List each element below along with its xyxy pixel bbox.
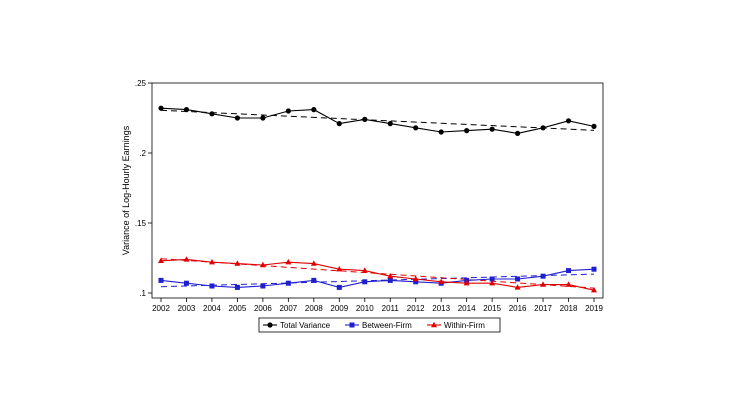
plot-frame [151, 82, 604, 299]
x-tick-label: 2010 [356, 304, 374, 313]
series-line [160, 107, 595, 134]
series-group [158, 105, 597, 136]
series-group [158, 256, 597, 293]
series-line [160, 258, 595, 291]
data-point [413, 279, 419, 285]
data-point [183, 280, 189, 286]
data-point [387, 273, 394, 279]
data-point [362, 116, 368, 122]
legend-label: Total Variance [280, 321, 331, 330]
y-tick-label: .15 [135, 219, 147, 228]
legend-marker [267, 322, 273, 328]
data-point [336, 121, 342, 127]
data-point [489, 280, 496, 286]
trend-lines [160, 109, 595, 289]
data-point [158, 105, 164, 111]
data-point [285, 259, 292, 265]
data-point [591, 287, 597, 293]
x-tick-label: 2011 [382, 304, 400, 313]
data-point [514, 130, 521, 136]
data-point [591, 266, 597, 272]
data-point [540, 273, 546, 279]
x-tick-label: 2019 [585, 304, 603, 313]
legend-label: Within-Firm [444, 321, 485, 330]
x-tick-label: 2014 [458, 304, 476, 313]
x-tick-label: 2009 [330, 304, 348, 313]
axes: .1 .15 .2 .25 2002 2003 2004 2005 2006 2007 2008 20… [121, 79, 603, 313]
y-tick-label: .2 [139, 149, 146, 158]
data-point [311, 277, 317, 283]
data-point [209, 111, 215, 117]
data-point [234, 284, 240, 290]
data-point [311, 107, 317, 113]
trend-line [160, 273, 595, 288]
data-point [234, 115, 241, 121]
data-point [565, 281, 572, 287]
data-point [208, 259, 215, 265]
legend-box [258, 317, 501, 333]
data-point [285, 280, 291, 286]
trend-line [160, 109, 595, 131]
data-point [514, 284, 521, 290]
data-point [209, 283, 215, 289]
data-point [463, 280, 470, 286]
x-tick-label: 2006 [254, 304, 272, 313]
data-point [183, 256, 190, 262]
y-axis-label: Variance of Log-Hourly Earnings [121, 125, 131, 255]
x-tick-label: 2004 [203, 304, 221, 313]
data-point [336, 284, 342, 290]
data-point [438, 129, 444, 135]
data-point [387, 277, 393, 283]
x-tick-label: 2013 [432, 304, 450, 313]
data-point [260, 283, 266, 289]
data-point [591, 123, 597, 129]
x-tick-label: 2005 [229, 304, 247, 313]
data-point [412, 275, 419, 282]
data-point [310, 260, 317, 266]
series-lines [158, 105, 597, 293]
legend-marker [431, 321, 437, 328]
data-point [285, 108, 291, 114]
data-point [259, 261, 266, 268]
data-point [361, 267, 368, 273]
data-point [362, 279, 368, 285]
legend-marker [349, 322, 355, 328]
data-point [565, 118, 572, 124]
data-point [489, 126, 495, 132]
data-point [158, 257, 164, 263]
data-point [464, 128, 470, 134]
data-point [566, 268, 572, 274]
x-tick-label: 2018 [560, 304, 578, 313]
data-point [336, 266, 343, 272]
x-tick-label: 2007 [279, 304, 297, 313]
x-tick-label: 2016 [509, 304, 527, 313]
data-point [489, 276, 495, 282]
x-tick-label: 2003 [178, 304, 196, 313]
data-point [438, 278, 445, 284]
data-point [260, 115, 266, 121]
data-point [158, 277, 164, 283]
data-point [183, 107, 190, 113]
x-tick-label: 2012 [407, 304, 425, 313]
data-point [234, 260, 241, 266]
data-point [515, 276, 521, 282]
legend: Total Variance Between-Firm Within-Firm [258, 317, 501, 333]
data-point [387, 121, 393, 127]
data-point [540, 281, 547, 287]
y-tick-label: .25 [135, 79, 147, 88]
data-point [413, 125, 419, 131]
series-line [160, 268, 595, 288]
x-tick-label: 2002 [152, 304, 170, 313]
data-point [540, 125, 546, 131]
x-tick-label: 2008 [305, 304, 323, 313]
y-tick-label: .1 [139, 289, 146, 298]
x-tick-label: 2015 [483, 304, 501, 313]
x-tick-label: 2017 [534, 304, 552, 313]
legend-label: Between-Firm [362, 321, 412, 330]
